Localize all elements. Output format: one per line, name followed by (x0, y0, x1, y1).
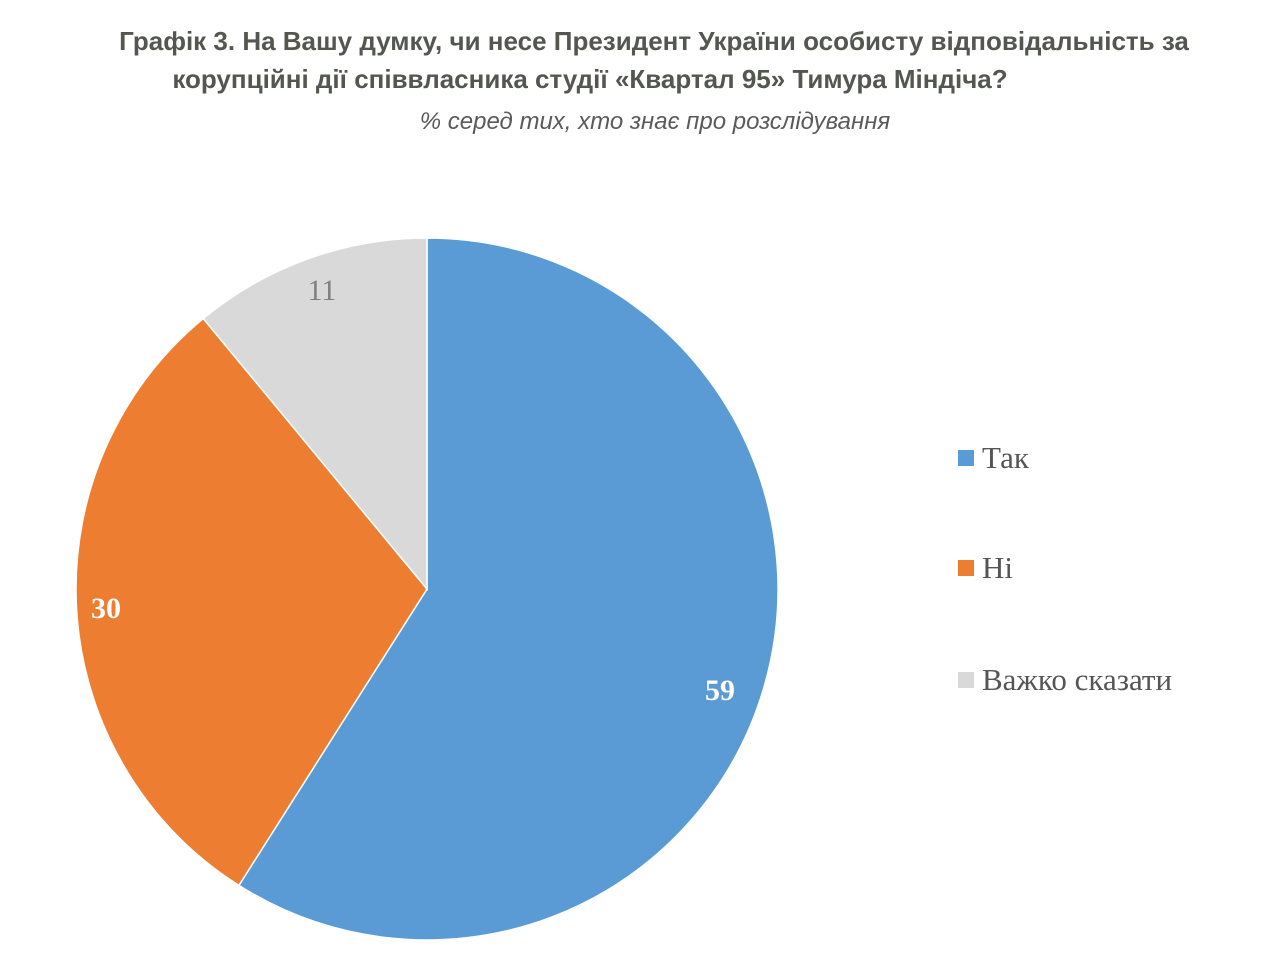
chart-subtitle: % серед тих, хто знає про розслідування (419, 108, 891, 135)
pie-slice-ni (75, 317, 428, 887)
legend-item-tak: Так (958, 440, 1029, 476)
pie-slice-vazhko (202, 237, 428, 592)
legend-item-vazhko: Важко сказати (958, 662, 1172, 698)
legend-item-ni: Ні (958, 550, 1013, 586)
data-label-ni: 30 (91, 592, 121, 625)
legend-swatch-tak (958, 450, 974, 466)
legend-label-ni: Ні (982, 550, 1013, 585)
chart-title-line2: корупційні дії співвласника студії «Квар… (172, 64, 1008, 94)
legend-label-vazhko: Важко сказати (982, 662, 1173, 697)
chart-title-line1: Графік 3. На Вашу думку, чи несе Президе… (119, 26, 1189, 56)
data-label-tak: 59 (705, 674, 735, 707)
legend-label-tak: Так (982, 440, 1029, 475)
pie-slices (75, 237, 779, 941)
data-label-vazhko: 11 (308, 274, 337, 307)
chart-title: Графік 3. На Вашу думку, чи несе Президе… (0, 22, 1280, 98)
legend-swatch-vazhko (958, 672, 974, 688)
legend-swatch-ni (958, 560, 974, 576)
pie-slice-tak (237, 237, 779, 941)
